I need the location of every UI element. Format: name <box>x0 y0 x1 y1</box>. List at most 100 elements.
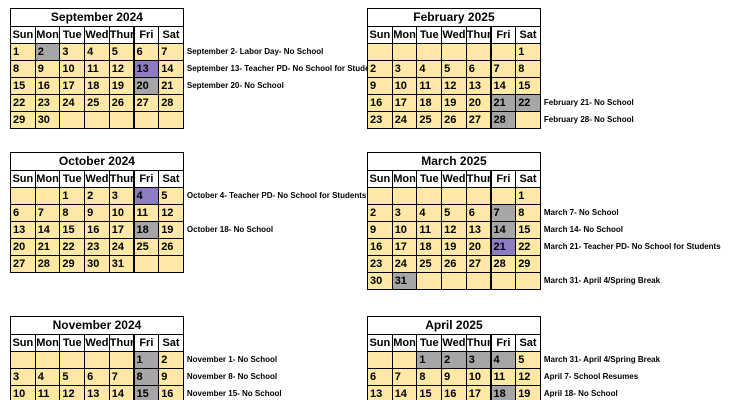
day-cell: 22 <box>515 94 541 112</box>
event-note: November 8- No School <box>186 372 278 381</box>
day-cell <box>391 43 418 61</box>
weekday-header: Tue <box>59 26 86 44</box>
day-cell: 13 <box>367 385 393 400</box>
day-cell: 8 <box>416 368 443 386</box>
day-cell: 22 <box>515 238 541 256</box>
day-cell: 5 <box>108 43 135 61</box>
day-cell <box>441 272 467 290</box>
day-cell <box>108 351 135 369</box>
day-cell: 11 <box>490 368 517 386</box>
day-cell <box>108 111 135 129</box>
day-cell <box>59 351 86 369</box>
day-cell: 17 <box>391 94 418 112</box>
day-cell: 24 <box>59 94 86 112</box>
day-cell <box>416 272 443 290</box>
day-cell: 26 <box>158 238 184 256</box>
day-cell: 24 <box>108 238 135 256</box>
weekday-header: Tue <box>416 26 443 44</box>
day-cell <box>465 43 492 61</box>
month-title: October 2024 <box>10 152 184 171</box>
day-cell: 5 <box>441 204 467 222</box>
day-cell: 4 <box>133 187 160 205</box>
weekday-header: Sat <box>158 170 184 188</box>
day-cell <box>133 255 160 273</box>
day-cell: 12 <box>515 368 541 386</box>
day-cell: 20 <box>465 94 492 112</box>
day-cell: 3 <box>59 43 86 61</box>
month-title: September 2024 <box>10 8 184 27</box>
day-cell <box>59 111 86 129</box>
day-cell: 12 <box>158 204 184 222</box>
day-cell: 16 <box>34 77 61 95</box>
weekday-header: Wed <box>441 170 467 188</box>
weekday-header: Wed <box>84 334 110 352</box>
day-cell: 15 <box>10 77 36 95</box>
day-cell: 5 <box>59 368 86 386</box>
day-cell: 4 <box>490 351 517 369</box>
day-cell: 12 <box>59 385 86 400</box>
weekday-header: Tue <box>416 170 443 188</box>
weekday-header: Fri <box>133 334 160 352</box>
day-cell: 6 <box>84 368 110 386</box>
day-cell: 9 <box>84 204 110 222</box>
day-cell: 8 <box>133 368 160 386</box>
event-note: November 1- No School <box>186 355 278 364</box>
weekday-header: Mon <box>391 170 418 188</box>
day-cell: 19 <box>441 94 467 112</box>
day-cell <box>34 351 61 369</box>
day-cell: 26 <box>441 111 467 129</box>
day-cell: 9 <box>158 368 184 386</box>
weekday-header: Wed <box>441 334 467 352</box>
day-cell: 18 <box>84 77 110 95</box>
day-cell: 14 <box>108 385 135 400</box>
day-cell: 18 <box>133 221 160 239</box>
day-cell: 29 <box>59 255 86 273</box>
day-cell: 13 <box>10 221 36 239</box>
day-cell: 9 <box>441 368 467 386</box>
day-cell: 17 <box>465 385 492 400</box>
day-cell: 28 <box>490 255 517 273</box>
day-cell <box>416 187 443 205</box>
day-cell: 2 <box>441 351 467 369</box>
weekday-header: Sun <box>367 26 393 44</box>
weekday-header: Sun <box>10 334 36 352</box>
day-cell: 18 <box>416 238 443 256</box>
day-cell: 20 <box>10 238 36 256</box>
day-cell: 14 <box>490 221 517 239</box>
day-cell: 8 <box>515 204 541 222</box>
day-cell: 2 <box>34 43 61 61</box>
event-note: March 14- No School <box>543 225 624 234</box>
day-cell: 25 <box>416 111 443 129</box>
day-cell: 13 <box>465 77 492 95</box>
day-cell <box>391 187 418 205</box>
weekday-header: Thur <box>465 26 492 44</box>
day-cell <box>416 43 443 61</box>
day-cell: 4 <box>416 204 443 222</box>
day-cell: 10 <box>108 204 135 222</box>
weekday-header: Sat <box>158 26 184 44</box>
day-cell: 12 <box>441 221 467 239</box>
day-cell: 12 <box>441 77 467 95</box>
weekday-header: Fri <box>490 26 517 44</box>
day-cell: 4 <box>84 43 110 61</box>
event-note: March 21- Teacher PD- No School for Stud… <box>543 242 721 251</box>
day-cell: 2 <box>367 60 393 78</box>
day-cell <box>490 272 517 290</box>
day-cell <box>84 351 110 369</box>
day-cell: 7 <box>158 43 184 61</box>
day-cell: 13 <box>465 221 492 239</box>
weekday-header: Mon <box>391 334 418 352</box>
month-title: February 2025 <box>367 8 541 27</box>
day-cell: 19 <box>441 238 467 256</box>
weekday-header: Wed <box>84 170 110 188</box>
day-cell: 1 <box>515 187 541 205</box>
day-cell: 29 <box>515 255 541 273</box>
day-cell: 6 <box>367 368 393 386</box>
weekday-header: Fri <box>490 170 517 188</box>
weekday-header: Mon <box>34 334 61 352</box>
day-cell <box>34 187 61 205</box>
weekday-header: Tue <box>59 334 86 352</box>
day-cell: 30 <box>367 272 393 290</box>
day-cell: 11 <box>34 385 61 400</box>
